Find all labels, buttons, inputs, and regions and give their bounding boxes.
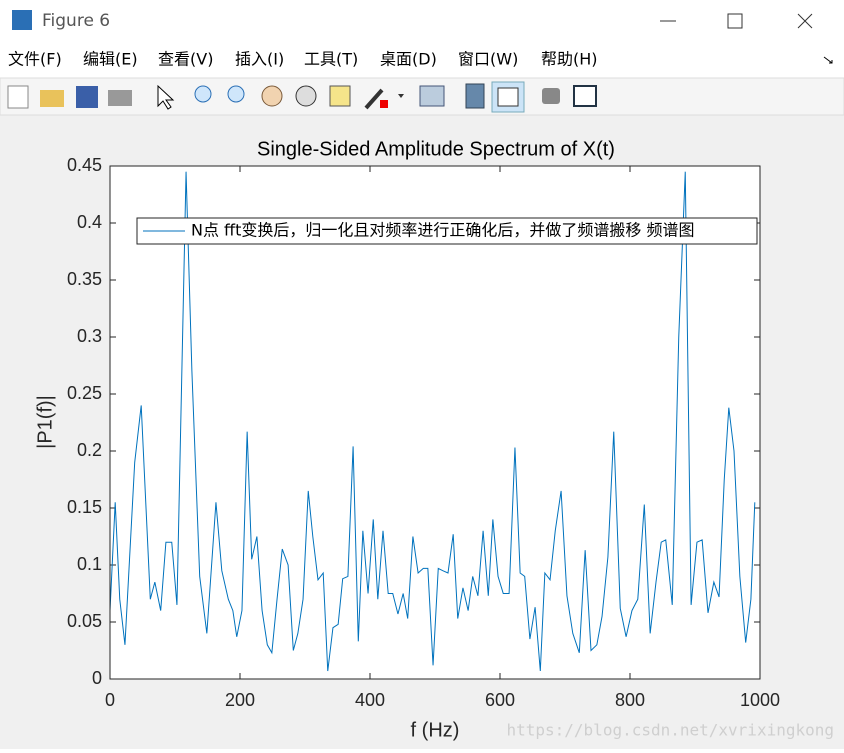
chart: 0 200 400 600 800 1000 0 0.05 0.1 0.15 0.2 0.25 0.3 0… — [67, 155, 780, 710]
dock-button[interactable] — [823, 56, 833, 64]
datatip-icon[interactable] — [329, 85, 351, 107]
app-icon — [12, 10, 32, 30]
zoom-out-icon[interactable] — [227, 85, 245, 103]
x-tick-label: 600 — [485, 690, 515, 710]
menu-item[interactable]: 窗口(W) — [458, 50, 518, 69]
zoom-in-icon[interactable] — [194, 85, 212, 103]
x-tick-label: 200 — [225, 690, 255, 710]
x-tick-label: 0 — [105, 690, 115, 710]
axes-box — [109, 165, 761, 680]
brush-icon[interactable] — [364, 88, 384, 110]
menu-item[interactable]: 插入(I) — [235, 50, 284, 69]
hide-tools-icon[interactable] — [542, 88, 560, 104]
legend-icon-inner — [497, 87, 519, 107]
y-tick-label: 0 — [92, 668, 102, 688]
y-tick-label: 0.05 — [67, 611, 102, 631]
y-tick-label: 0.25 — [67, 383, 102, 403]
legend: N点 fft变换后，归一化且对频率进行正确化后，并做了频谱搬移 频谱图 — [136, 217, 758, 245]
title-bar — [0, 0, 844, 42]
brush-color — [380, 100, 388, 108]
x-tick-label: 400 — [355, 690, 385, 710]
toolbar-icons — [7, 81, 597, 113]
y-tick-label: 0.4 — [77, 212, 102, 232]
y-tick-label: 0.1 — [77, 554, 102, 574]
print-icon[interactable] — [108, 90, 132, 106]
menu-item[interactable]: 查看(V) — [158, 50, 213, 69]
data-line — [109, 171, 756, 672]
show-tools-icon[interactable] — [573, 85, 597, 107]
x-axis-label: f (Hz) — [411, 719, 460, 741]
y-tick-label: 0.15 — [67, 497, 102, 517]
pan-icon[interactable] — [261, 85, 283, 107]
y-tick-label: 0.35 — [67, 269, 102, 289]
y-tick-label: 0.2 — [77, 440, 102, 460]
save-icon[interactable] — [76, 86, 98, 108]
menu-item[interactable]: 帮助(H) — [541, 50, 598, 69]
new-icon[interactable] — [7, 85, 29, 109]
menu-item[interactable]: 桌面(D) — [380, 50, 437, 69]
window-title: Figure 6 — [42, 11, 110, 31]
maximize-button[interactable] — [727, 13, 743, 29]
legend-label: N点 fft变换后，归一化且对频率进行正确化后，并做了频谱搬移 频谱图 — [191, 221, 694, 240]
y-tick-label: 0.3 — [77, 326, 102, 346]
menu-item[interactable]: 工具(T) — [304, 50, 358, 69]
colorbar-icon[interactable] — [465, 83, 485, 109]
y-tick-label: 0.45 — [67, 155, 102, 175]
link-icon[interactable] — [419, 85, 445, 107]
menu-item[interactable]: 文件(F) — [8, 50, 62, 69]
chart-title: Single-Sided Amplitude Spectrum of X(t) — [257, 138, 615, 160]
rotate-icon[interactable] — [295, 85, 317, 107]
plot-area — [110, 166, 760, 679]
legend-box — [136, 217, 758, 245]
brush-menu[interactable] — [398, 94, 404, 98]
close-button[interactable] — [797, 13, 813, 29]
menu-bar — [0, 42, 844, 78]
watermark: https://blog.csdn.net/xvrixingkong — [506, 721, 834, 740]
x-tick-label: 800 — [615, 690, 645, 710]
select-icon[interactable] — [157, 84, 175, 110]
menu-items: 文件(F) 编辑(E) 查看(V) 插入(I) 工具(T) 桌面(D) 窗口(W) 帮助(H) — [8, 50, 598, 69]
menu-item[interactable]: 编辑(E) — [83, 50, 138, 69]
x-tick-label: 1000 — [740, 690, 780, 710]
y-axis-label: |P1(f)| — [34, 395, 56, 449]
open-icon[interactable] — [40, 90, 64, 107]
